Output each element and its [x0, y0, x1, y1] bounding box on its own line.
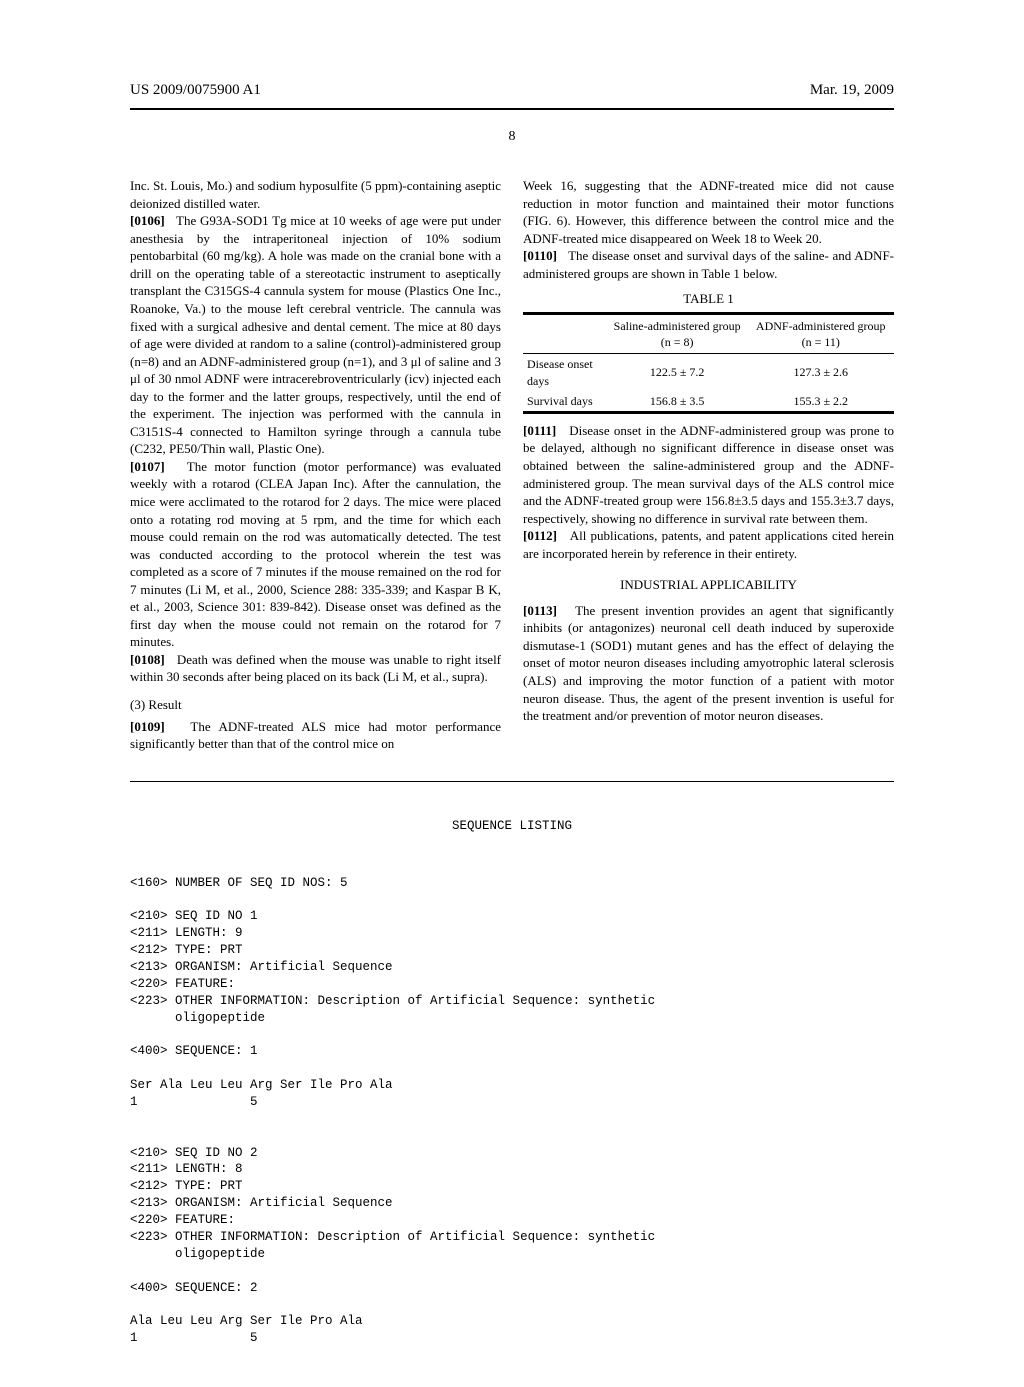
para-num-0107: [0107]: [130, 459, 165, 474]
table-col-1: Saline-administered group (n = 8): [607, 314, 748, 353]
para-num-0113: [0113]: [523, 603, 557, 618]
paragraph-0106: [0106] The G93A-SOD1 Tg mice at 10 weeks…: [130, 212, 501, 458]
paragraph-0113: [0113] The present invention provides an…: [523, 602, 894, 725]
sequence-divider: [130, 781, 894, 782]
table-col-2: ADNF-administered group (n = 11): [747, 314, 894, 353]
para-text-0106: The G93A-SOD1 Tg mice at 10 weeks of age…: [130, 213, 501, 456]
table-cell: 155.3 ± 2.2: [747, 391, 894, 412]
body-columns: Inc. St. Louis, Mo.) and sodium hyposulf…: [60, 177, 964, 753]
table-1: TABLE 1 Saline-administered group (n = 8…: [523, 290, 894, 413]
paragraph-0108: [0108] Death was defined when the mouse …: [130, 651, 501, 686]
page-number: 8: [60, 128, 964, 147]
para-num-0111: [0111]: [523, 423, 556, 438]
para-text-0109: The ADNF-treated ALS mice had motor perf…: [130, 719, 501, 752]
para-text-0111: Disease onset in the ADNF-administered g…: [523, 423, 894, 526]
table-cell: Survival days: [523, 391, 607, 412]
publication-number: US 2009/0075900 A1: [130, 80, 261, 100]
sequence-listing-title: SEQUENCE LISTING: [60, 818, 964, 835]
right-column: Week 16, suggesting that the ADNF-treate…: [523, 177, 894, 753]
header-rule: [130, 108, 894, 110]
para-num-0106: [0106]: [130, 213, 165, 228]
paragraph-0110: [0110] The disease onset and survival da…: [523, 247, 894, 282]
table-row: Disease onset days 122.5 ± 7.2 127.3 ± 2…: [523, 354, 894, 391]
para-text-0107: The motor function (motor performance) w…: [130, 459, 501, 649]
para-num-0110: [0110]: [523, 248, 557, 263]
table-row: Survival days 156.8 ± 3.5 155.3 ± 2.2: [523, 391, 894, 412]
paragraph-cont: Inc. St. Louis, Mo.) and sodium hyposulf…: [130, 177, 501, 212]
industrial-applicability-heading: INDUSTRIAL APPLICABILITY: [523, 576, 894, 594]
para-text-0113: The present invention provides an agent …: [523, 603, 894, 723]
paragraph-0111: [0111] Disease onset in the ADNF-adminis…: [523, 422, 894, 527]
data-table: Saline-administered group (n = 8) ADNF-a…: [523, 314, 894, 412]
para-text-0112: All publications, patents, and patent ap…: [523, 528, 894, 561]
sequence-listing-body: <160> NUMBER OF SEQ ID NOS: 5 <210> SEQ …: [130, 875, 894, 1348]
left-column: Inc. St. Louis, Mo.) and sodium hyposulf…: [130, 177, 501, 753]
para-text-0108: Death was defined when the mouse was una…: [130, 652, 501, 685]
table-col-0: [523, 314, 607, 353]
table-cell: 156.8 ± 3.5: [607, 391, 748, 412]
table-cell: 122.5 ± 7.2: [607, 354, 748, 391]
para-num-0109: [0109]: [130, 719, 165, 734]
publication-date: Mar. 19, 2009: [810, 80, 894, 100]
result-heading: (3) Result: [130, 696, 501, 714]
paragraph-cont-right: Week 16, suggesting that the ADNF-treate…: [523, 177, 894, 247]
para-text-0110: The disease onset and survival days of t…: [523, 248, 894, 281]
table-cell: 127.3 ± 2.6: [747, 354, 894, 391]
para-num-0108: [0108]: [130, 652, 165, 667]
paragraph-0112: [0112] All publications, patents, and pa…: [523, 527, 894, 562]
paragraph-0107: [0107] The motor function (motor perform…: [130, 458, 501, 651]
paragraph-0109: [0109] The ADNF-treated ALS mice had mot…: [130, 718, 501, 753]
table-cell: Disease onset days: [523, 354, 607, 391]
table-title: TABLE 1: [523, 290, 894, 308]
para-num-0112: [0112]: [523, 528, 557, 543]
